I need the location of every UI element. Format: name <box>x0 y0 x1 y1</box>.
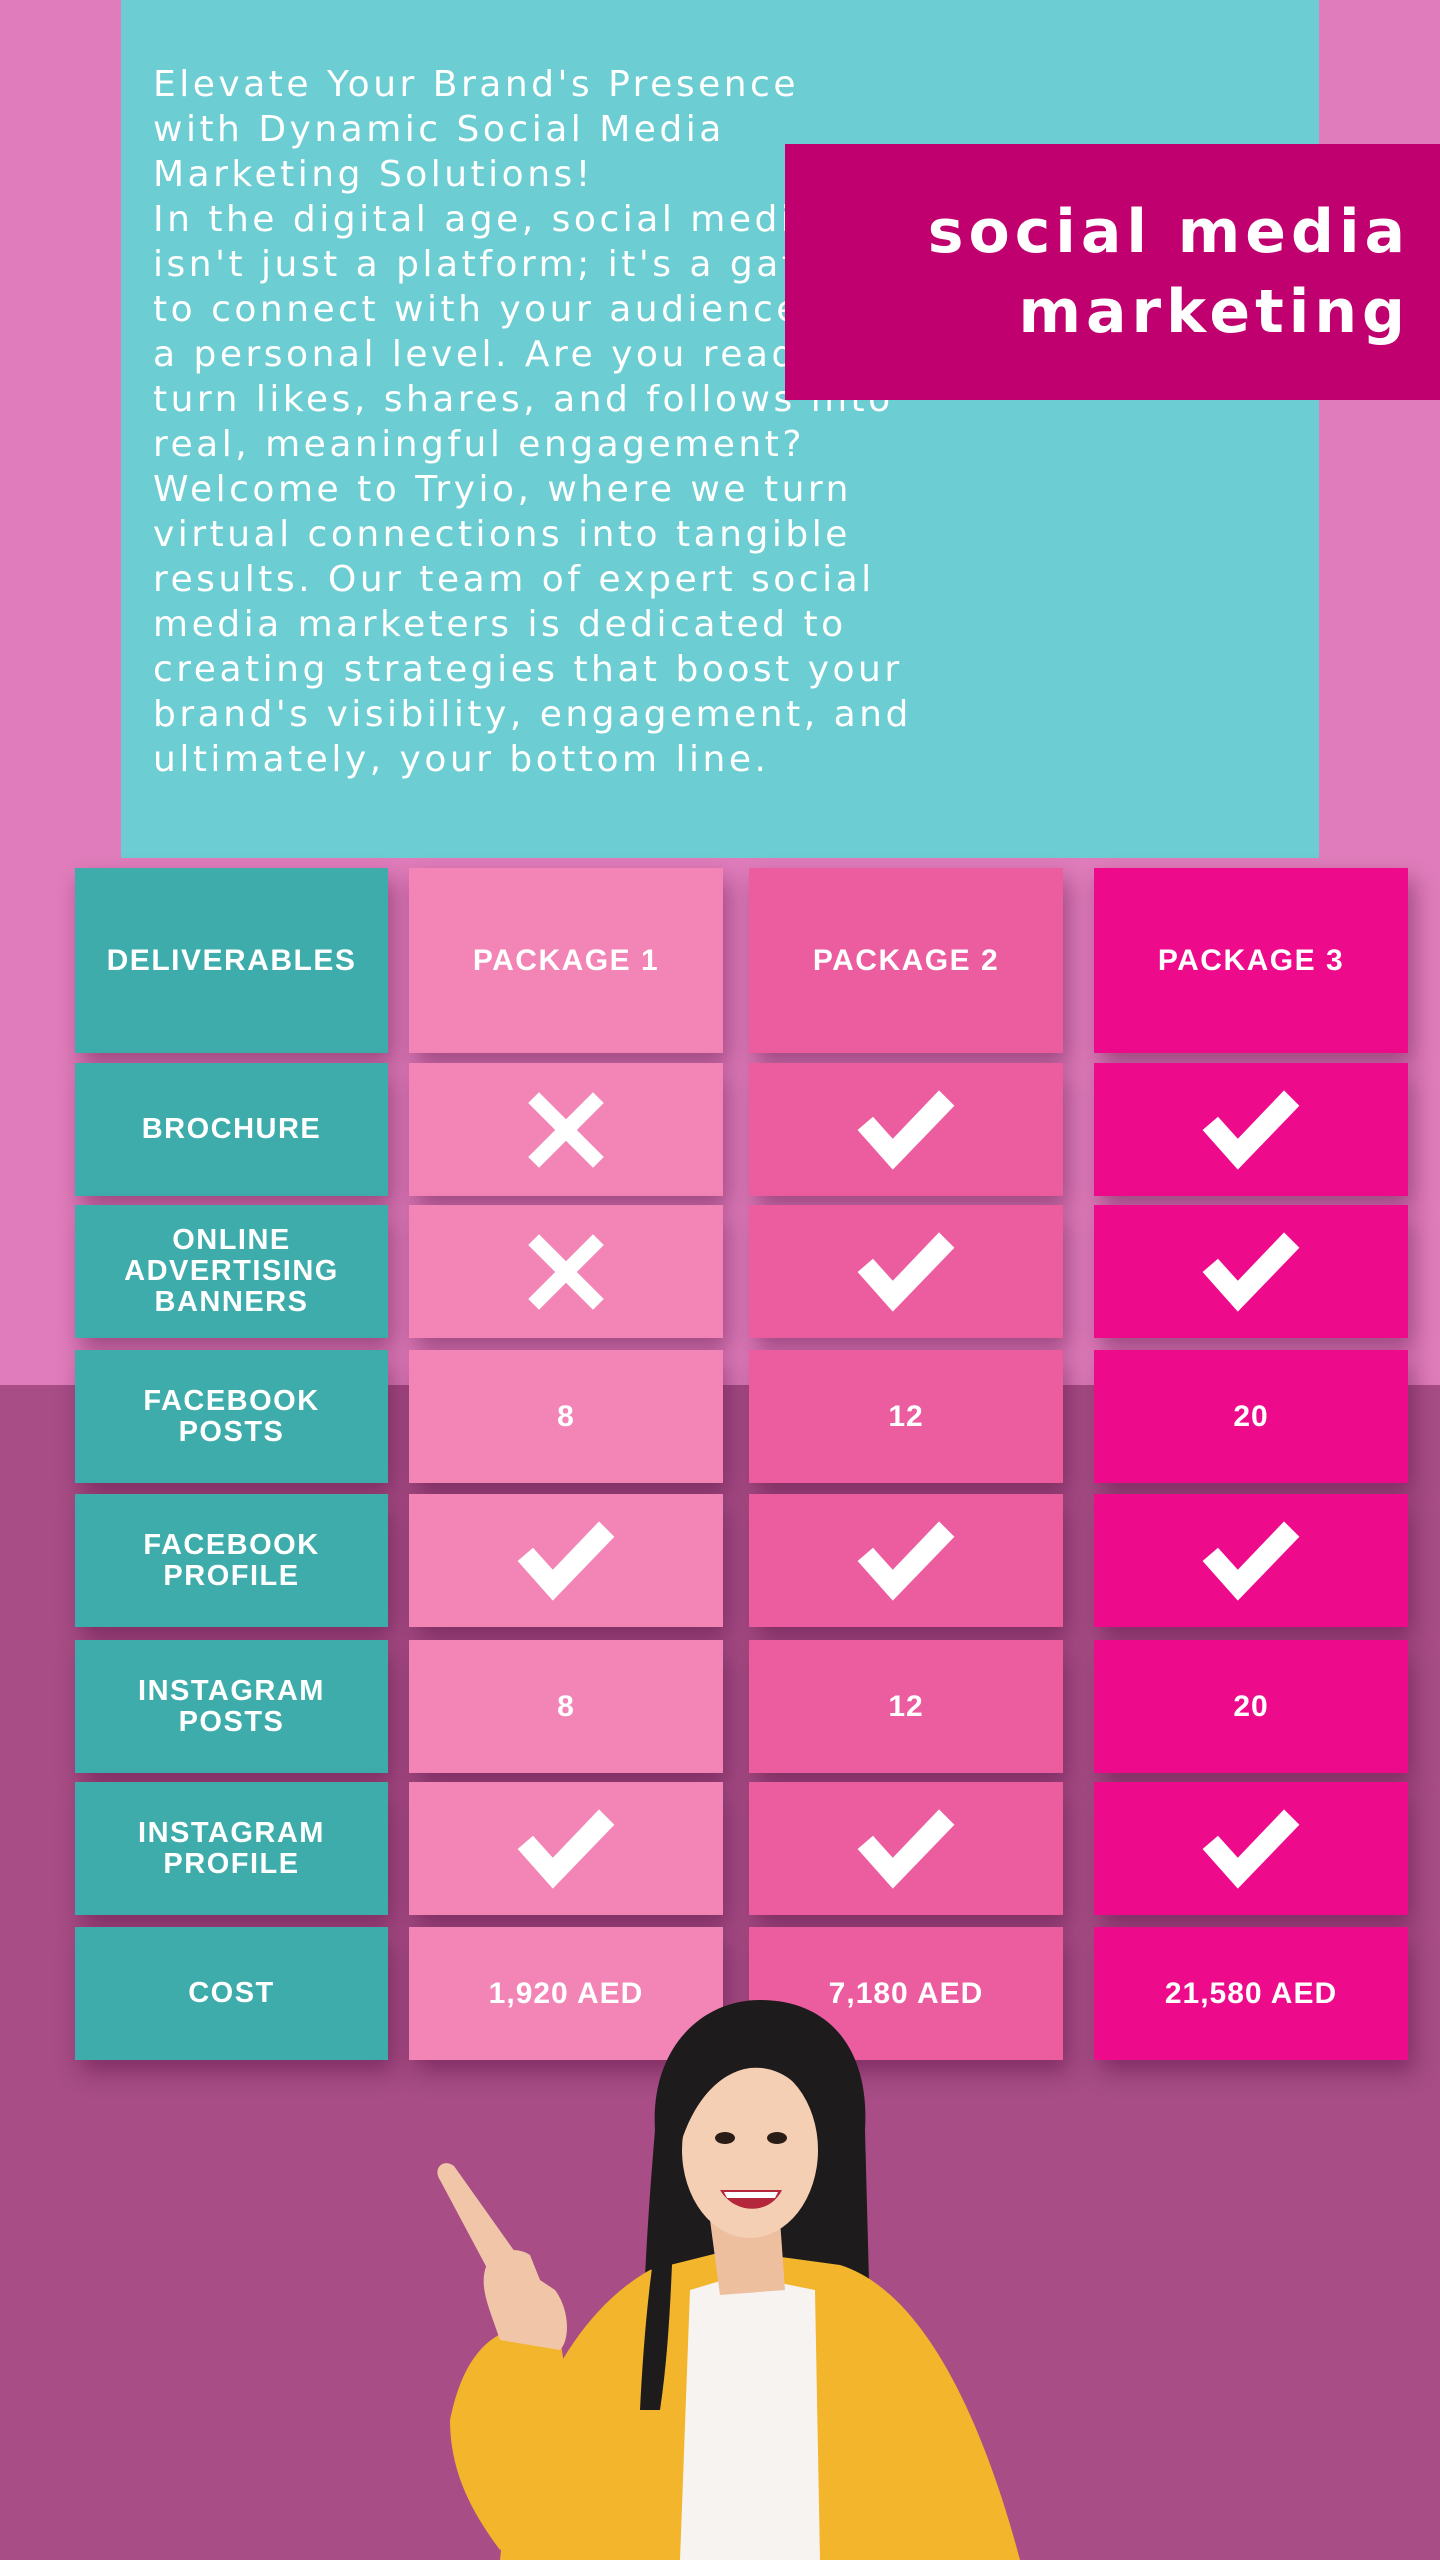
intro-text: Elevate Your Brand's Presence with Dynam… <box>153 62 973 782</box>
row-label-instagram-posts: INSTAGRAM POSTS <box>75 1640 388 1773</box>
check-icon <box>749 1782 1063 1915</box>
intro-line: brand's visibility, engagement, and <box>153 694 912 735</box>
intro-line: with Dynamic Social Media <box>153 109 725 150</box>
title-banner: social media marketing <box>785 144 1440 400</box>
check-icon <box>1094 1205 1408 1338</box>
woman-illustration <box>437 2000 1020 2560</box>
intro-line: results. Our team of expert social <box>153 559 875 600</box>
check-icon <box>749 1205 1063 1338</box>
price-package-1: 1,920 AED <box>409 1927 723 2060</box>
row-label-online-advertising-banners: ONLINE ADVERTISING BANNERS <box>75 1205 388 1338</box>
header-deliverables: DELIVERABLES <box>75 868 388 1053</box>
intro-line: ultimately, your bottom line. <box>153 739 770 780</box>
intro-line: Elevate Your Brand's Presence <box>153 64 799 105</box>
check-icon <box>1094 1494 1408 1627</box>
check-icon <box>749 1494 1063 1627</box>
cross-icon <box>409 1205 723 1338</box>
intro-line: isn't just a platform; it's a gateway <box>153 244 909 285</box>
header-package-3: PACKAGE 3 <box>1094 868 1408 1053</box>
intro-line: real, meaningful engagement? <box>153 424 805 465</box>
intro-panel <box>121 0 1319 858</box>
intro-line: In the digital age, social media <box>153 199 820 240</box>
intro-line: media marketers is dedicated to <box>153 604 847 645</box>
price-package-3: 21,580 AED <box>1094 1927 1408 2060</box>
row-label-cost: COST <box>75 1927 388 2060</box>
value-cell: 8 <box>409 1350 723 1483</box>
check-icon <box>409 1494 723 1627</box>
value-cell: 8 <box>409 1640 723 1773</box>
intro-line: virtual connections into tangible <box>153 514 851 555</box>
intro-line: creating strategies that boost your <box>153 649 903 690</box>
check-icon <box>409 1782 723 1915</box>
header-package-1: PACKAGE 1 <box>409 868 723 1053</box>
title-line: social media <box>927 197 1410 267</box>
value-cell: 20 <box>1094 1350 1408 1483</box>
intro-line: Marketing Solutions! <box>153 154 594 195</box>
header-package-2: PACKAGE 2 <box>749 868 1063 1053</box>
title-line: marketing <box>1018 277 1410 347</box>
intro-line: Welcome to Tryio, where we turn <box>153 469 852 510</box>
check-icon <box>749 1063 1063 1196</box>
intro-line: to connect with your audience on <box>153 289 869 330</box>
page-title: social media marketing <box>928 192 1410 352</box>
cross-icon <box>409 1063 723 1196</box>
row-label-brochure: BROCHURE <box>75 1063 388 1196</box>
check-icon <box>1094 1782 1408 1915</box>
row-label-facebook-profile: FACEBOOK PROFILE <box>75 1494 388 1627</box>
check-icon <box>1094 1063 1408 1196</box>
row-label-facebook-posts: FACEBOOK POSTS <box>75 1350 388 1483</box>
intro-line: a personal level. Are you ready to <box>153 334 881 375</box>
value-cell: 12 <box>749 1640 1063 1773</box>
value-cell: 12 <box>749 1350 1063 1483</box>
row-label-instagram-profile: INSTAGRAM PROFILE <box>75 1782 388 1915</box>
intro-line: turn likes, shares, and follows into <box>153 379 894 420</box>
value-cell: 20 <box>1094 1640 1408 1773</box>
